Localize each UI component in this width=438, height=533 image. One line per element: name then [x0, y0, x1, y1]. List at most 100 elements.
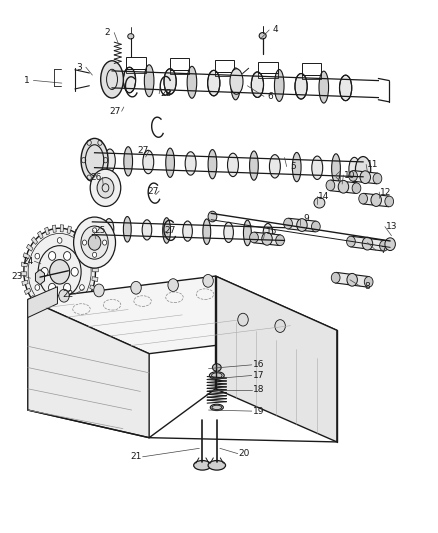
Polygon shape: [363, 193, 390, 207]
Circle shape: [41, 268, 48, 276]
Text: 15: 15: [265, 228, 277, 237]
Circle shape: [276, 235, 284, 246]
Circle shape: [57, 238, 62, 243]
Text: 27: 27: [137, 146, 148, 155]
Text: 14: 14: [318, 192, 329, 201]
Text: 17: 17: [253, 371, 264, 380]
Ellipse shape: [145, 65, 154, 96]
Circle shape: [331, 272, 340, 283]
Ellipse shape: [224, 222, 233, 243]
Text: 18: 18: [253, 385, 264, 394]
Circle shape: [97, 177, 114, 198]
Polygon shape: [22, 280, 28, 286]
Polygon shape: [74, 229, 79, 237]
Circle shape: [49, 252, 56, 260]
Circle shape: [262, 232, 272, 245]
Ellipse shape: [124, 147, 133, 176]
Circle shape: [275, 320, 286, 333]
Ellipse shape: [319, 71, 328, 103]
Circle shape: [362, 237, 373, 250]
Text: 25: 25: [95, 226, 106, 235]
Ellipse shape: [208, 70, 220, 96]
Ellipse shape: [164, 69, 176, 94]
Polygon shape: [28, 276, 337, 354]
Ellipse shape: [208, 461, 226, 470]
Ellipse shape: [124, 216, 131, 242]
Circle shape: [82, 240, 87, 245]
Polygon shape: [38, 231, 43, 239]
Circle shape: [352, 183, 361, 193]
Text: 19: 19: [253, 407, 264, 416]
Text: 23: 23: [11, 272, 23, 280]
Text: 13: 13: [386, 222, 397, 231]
Text: 22: 22: [63, 289, 74, 298]
Circle shape: [203, 274, 213, 287]
Circle shape: [38, 246, 81, 298]
Ellipse shape: [166, 148, 174, 177]
Circle shape: [346, 236, 355, 247]
Ellipse shape: [101, 61, 124, 98]
Text: 3: 3: [76, 63, 82, 71]
Polygon shape: [353, 171, 378, 184]
Polygon shape: [25, 288, 31, 295]
Ellipse shape: [263, 223, 273, 244]
Polygon shape: [90, 285, 96, 291]
Text: 9: 9: [304, 214, 309, 223]
Ellipse shape: [292, 152, 301, 182]
Text: 7: 7: [380, 246, 385, 255]
Text: 11: 11: [367, 160, 378, 169]
Text: 10: 10: [344, 171, 356, 180]
Ellipse shape: [212, 364, 221, 371]
Ellipse shape: [259, 33, 266, 39]
Circle shape: [90, 169, 121, 206]
Circle shape: [338, 180, 349, 193]
Circle shape: [35, 285, 40, 290]
Text: 5: 5: [290, 162, 296, 171]
Polygon shape: [45, 227, 49, 235]
Circle shape: [250, 232, 258, 243]
Polygon shape: [92, 277, 98, 281]
Ellipse shape: [208, 150, 217, 179]
Polygon shape: [254, 232, 280, 246]
Text: 24: 24: [22, 257, 33, 265]
Circle shape: [168, 279, 178, 292]
Circle shape: [208, 211, 217, 222]
Ellipse shape: [356, 157, 371, 182]
Ellipse shape: [244, 220, 251, 246]
Polygon shape: [70, 309, 75, 317]
Polygon shape: [21, 272, 27, 276]
Ellipse shape: [251, 72, 264, 98]
Polygon shape: [67, 226, 71, 233]
Circle shape: [24, 228, 95, 316]
Circle shape: [81, 226, 108, 259]
Polygon shape: [35, 270, 45, 285]
Text: 1: 1: [24, 76, 30, 85]
Polygon shape: [86, 293, 93, 300]
Polygon shape: [21, 262, 28, 267]
Ellipse shape: [227, 153, 238, 176]
Circle shape: [92, 228, 97, 233]
Circle shape: [131, 281, 141, 294]
Polygon shape: [335, 272, 369, 287]
Polygon shape: [60, 225, 64, 232]
Ellipse shape: [231, 68, 240, 100]
Ellipse shape: [339, 75, 352, 101]
Polygon shape: [215, 276, 337, 442]
Ellipse shape: [143, 150, 154, 174]
Text: 8: 8: [364, 282, 370, 291]
Text: 27: 27: [147, 187, 158, 196]
Circle shape: [64, 252, 71, 260]
Circle shape: [74, 217, 116, 268]
Polygon shape: [350, 236, 385, 251]
Polygon shape: [32, 237, 38, 245]
Circle shape: [57, 301, 62, 306]
Polygon shape: [76, 305, 82, 312]
Circle shape: [71, 268, 78, 276]
Ellipse shape: [250, 151, 258, 180]
Ellipse shape: [142, 220, 152, 240]
Ellipse shape: [185, 152, 196, 175]
Ellipse shape: [312, 156, 323, 180]
Ellipse shape: [230, 69, 243, 94]
Text: 27: 27: [110, 107, 121, 116]
Polygon shape: [28, 295, 35, 303]
